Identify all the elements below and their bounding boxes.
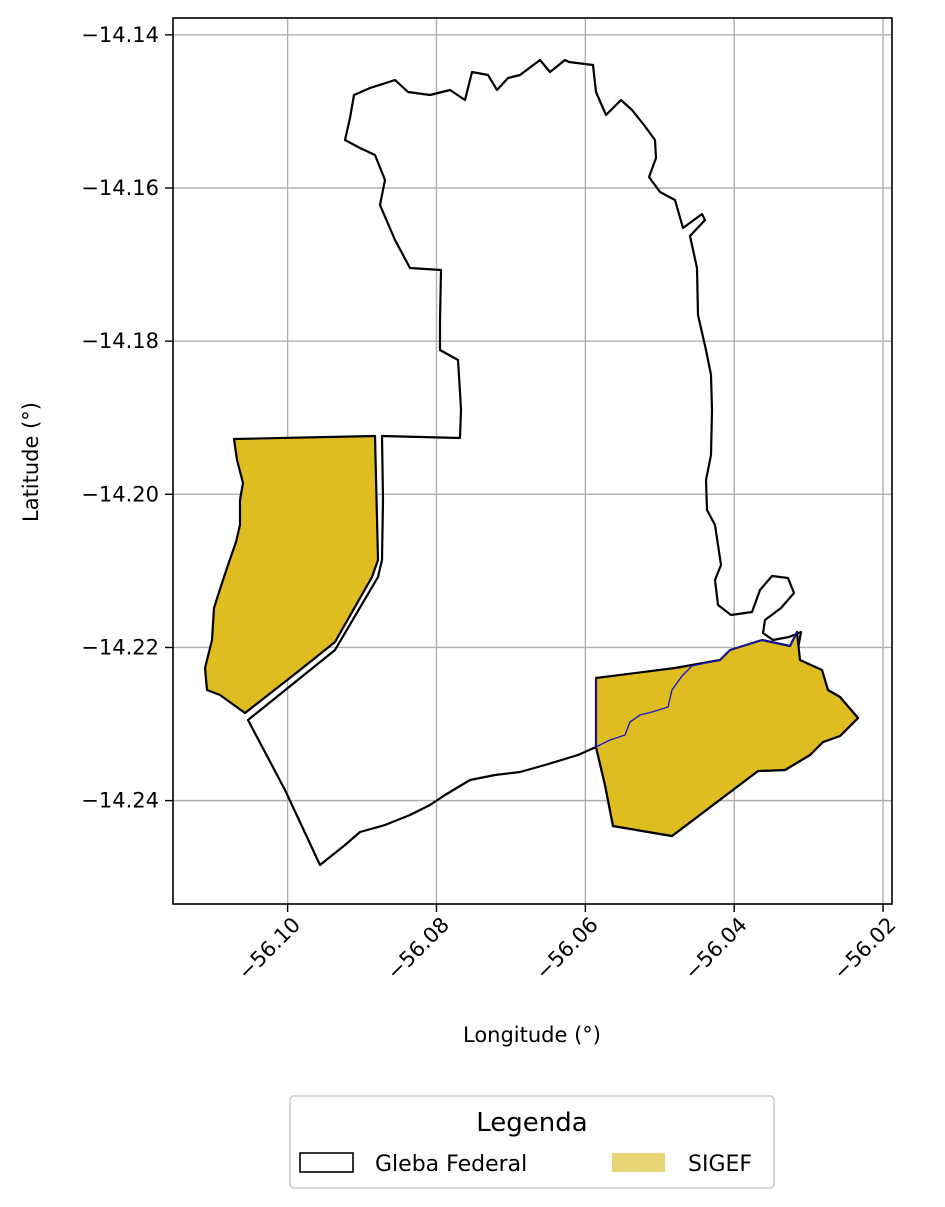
- x-axis-label: Longitude (°): [463, 1023, 601, 1047]
- x-tick-label: −56.02: [829, 913, 901, 985]
- legend-entry-sigef: SIGEF: [612, 1152, 752, 1177]
- legend-title: Legenda: [476, 1108, 587, 1138]
- x-axis-ticks: −56.10 −56.08 −56.06 −56.04 −56.02: [233, 904, 901, 985]
- x-tick-label: −56.10: [233, 913, 305, 985]
- y-axis-ticks: −14.14 −14.16 −14.18 −14.20 −14.22 −14.24: [81, 23, 173, 813]
- y-tick-label: −14.24: [81, 789, 159, 813]
- legend-swatch-outline-icon: [299, 1152, 354, 1173]
- x-tick-label: −56.04: [680, 913, 752, 985]
- legend-entry-gleba: Gleba Federal: [299, 1152, 527, 1177]
- y-tick-label: −14.16: [81, 176, 159, 200]
- y-tick-label: −14.20: [81, 482, 159, 506]
- y-tick-label: −14.18: [81, 329, 159, 353]
- sigef-polygon-west: [203, 434, 380, 715]
- sigef-polygon-east: [594, 630, 860, 838]
- y-tick-label: −14.22: [81, 635, 159, 659]
- y-tick-label: −14.14: [81, 23, 159, 47]
- legend-label-gleba: Gleba Federal: [375, 1152, 527, 1177]
- legend-label-sigef: SIGEF: [688, 1152, 752, 1177]
- x-tick-label: −56.06: [531, 913, 603, 985]
- y-axis-label: Latitude (°): [19, 402, 43, 522]
- map-layers: [203, 58, 860, 867]
- legend-swatch-fill-icon: [612, 1153, 665, 1172]
- x-tick-label: −56.08: [382, 913, 454, 985]
- sigef-east-edge: [595, 631, 798, 749]
- plot-frame: [172, 17, 893, 905]
- legend: Legenda Gleba Federal SIGEF: [289, 1095, 775, 1189]
